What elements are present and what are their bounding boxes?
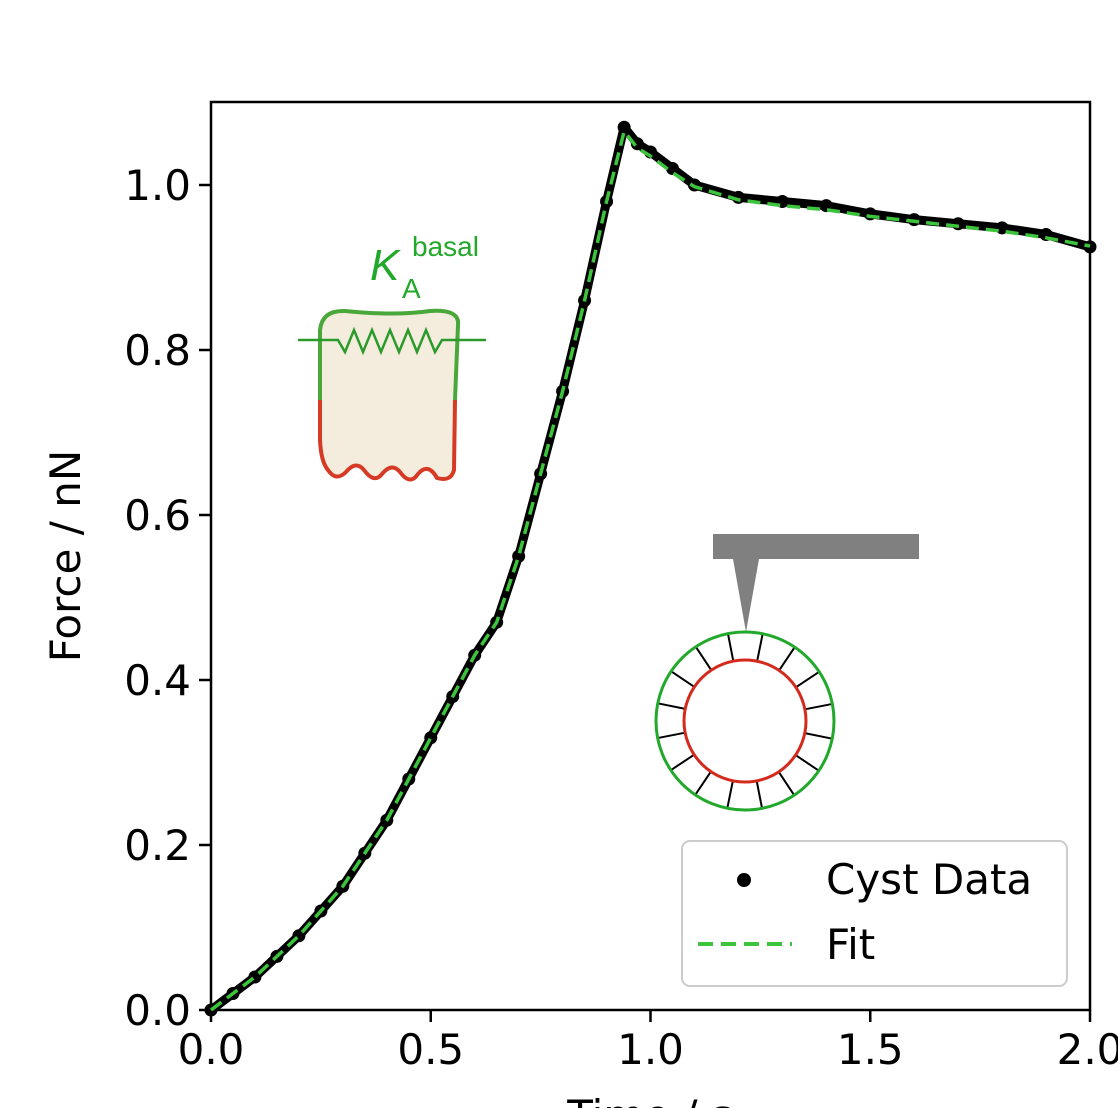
- cyst-cell-wall: [694, 646, 713, 671]
- cantilever-icon: [713, 534, 919, 559]
- inset-superscript: basal: [412, 231, 479, 262]
- y-axis-label: Force / nN: [41, 450, 90, 663]
- fit-line: [209, 129, 1091, 1012]
- y-tick-label: 0.4: [124, 656, 191, 705]
- cyst-inner-ring: [682, 658, 808, 784]
- cyst-cell-wall: [657, 702, 686, 710]
- y-tick-label: 1.0: [124, 161, 191, 210]
- x-tick-label: 0.5: [397, 1025, 464, 1074]
- cyst-cell-wall: [670, 670, 695, 688]
- y-tick-label: 0.0: [124, 986, 191, 1035]
- y-axis-ticks: 0.0 0.2 0.4 0.6 0.8 1.0: [124, 161, 211, 1035]
- cantilever-tip-icon: [733, 559, 759, 632]
- cyst-cell-wall: [804, 702, 833, 711]
- cyst-data-point: [951, 217, 965, 231]
- legend-marker-cyst-data: [737, 873, 751, 887]
- y-tick-label: 0.6: [124, 491, 191, 540]
- cell-body: [320, 310, 459, 480]
- cyst-cell-wall: [657, 731, 686, 740]
- x-axis-label: Time / s: [566, 1091, 733, 1108]
- cyst-cell-wall: [777, 771, 796, 796]
- cyst-cell-wall: [795, 754, 820, 772]
- x-axis-ticks: 0.0 0.5 1.0 1.5 2.0: [178, 1010, 1118, 1074]
- legend: Cyst Data Fit: [681, 840, 1068, 987]
- epithelial-cell-spring-icon: K basal A: [298, 231, 486, 482]
- cyst-data-point: [630, 137, 644, 151]
- cyst-data-point: [995, 221, 1009, 235]
- cyst-data-point: [665, 162, 679, 175]
- cyst-cell-wall: [694, 771, 712, 796]
- x-tick-label: 2.0: [1057, 1025, 1118, 1074]
- cyst-cell-wall: [726, 633, 735, 662]
- x-tick-label: 1.5: [837, 1025, 904, 1074]
- series-layer: [204, 120, 1097, 1017]
- cyst-data-point: [424, 731, 438, 745]
- cell-basal-membrane: [318, 399, 457, 482]
- cyst-cell-wall: [804, 732, 833, 740]
- cell-apical-membrane: [318, 308, 461, 401]
- inset-symbol: K: [370, 241, 401, 290]
- legend-label-fit: Fit: [826, 920, 875, 969]
- cyst-cell-wall: [670, 753, 695, 772]
- x-tick-label: 0.0: [178, 1025, 245, 1074]
- cyst-data-point: [512, 549, 526, 563]
- cyst-cell-walls: [657, 633, 833, 809]
- cyst-outer-ring: [654, 630, 836, 812]
- x-tick-label: 1.0: [617, 1025, 684, 1074]
- cyst-data-point: [1083, 240, 1097, 254]
- inset-subscript: A: [402, 273, 421, 304]
- afm-cantilever-cyst-icon: [654, 534, 919, 812]
- y-tick-label: 0.2: [124, 821, 191, 870]
- legend-box: [681, 840, 1068, 987]
- spring-icon: [298, 326, 486, 356]
- cyst-data-point: [617, 120, 631, 134]
- cyst-cell-wall: [778, 646, 796, 671]
- legend-label-cyst-data: Cyst Data: [826, 855, 1032, 904]
- cyst-cell-wall: [755, 780, 764, 809]
- cyst-cell-wall: [756, 633, 764, 662]
- y-tick-label: 0.8: [124, 326, 191, 375]
- cyst-cell-wall: [795, 670, 820, 689]
- cyst-cell-wall: [726, 780, 734, 809]
